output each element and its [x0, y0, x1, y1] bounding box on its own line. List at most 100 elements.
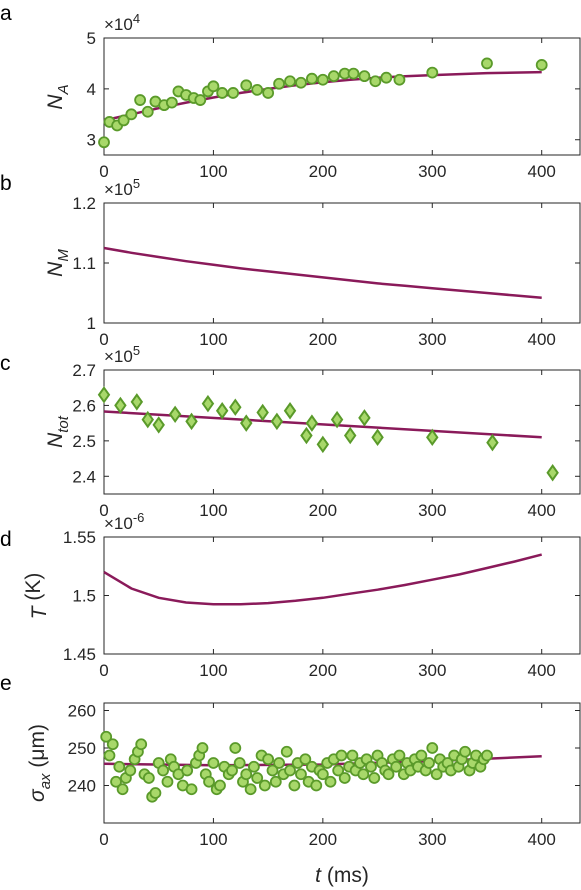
- x-tick-label: 0: [99, 830, 108, 849]
- data-point: [280, 745, 293, 758]
- x-tick-label: 100: [199, 661, 227, 680]
- data-point: [380, 71, 393, 84]
- data-point: [368, 772, 381, 784]
- model-curve: [103, 553, 543, 606]
- data-point: [358, 409, 371, 427]
- y-ticks: 240 250 260: [68, 702, 580, 796]
- x-tick-label: 100: [199, 330, 227, 349]
- plot-area: [103, 246, 542, 300]
- y-axis-label: Ntot: [44, 415, 72, 448]
- data-point: [215, 402, 229, 420]
- data-point: [142, 772, 155, 784]
- data-point: [324, 775, 337, 788]
- data-point: [481, 749, 493, 762]
- x-tick-label: 300: [418, 162, 446, 181]
- x-tick-label: 0: [99, 501, 108, 520]
- data-point: [426, 742, 439, 754]
- y-tick-label: 2.7: [72, 361, 96, 380]
- data-point: [546, 464, 559, 482]
- x-tick-label: 200: [309, 661, 337, 680]
- data-point: [181, 764, 194, 777]
- data-point: [393, 73, 406, 86]
- data-point: [125, 108, 138, 121]
- data-point: [415, 749, 428, 762]
- panel-letter: d: [0, 528, 12, 551]
- data-point: [266, 764, 279, 777]
- data-point: [273, 757, 285, 769]
- data-point: [240, 79, 253, 92]
- data-point: [226, 764, 238, 777]
- y-ticks: 3 4 5: [87, 29, 580, 150]
- data-point: [124, 764, 137, 777]
- panel-letter: b: [0, 172, 12, 195]
- data-point: [371, 428, 384, 447]
- x-tick-label: 400: [528, 162, 556, 181]
- data-point: [214, 779, 226, 792]
- axes-frame: [103, 37, 581, 156]
- data-point: [113, 760, 126, 773]
- exponent-label: ×105: [104, 176, 140, 199]
- data-point: [117, 114, 130, 127]
- x-tick-label: 0: [99, 330, 108, 349]
- x-tick-label: 300: [418, 501, 446, 520]
- data-point: [283, 402, 297, 420]
- data-point: [535, 59, 548, 71]
- data-point: [141, 410, 154, 429]
- data-point: [346, 749, 359, 762]
- data-point: [332, 764, 345, 777]
- data-point: [459, 745, 472, 758]
- data-point: [357, 768, 370, 781]
- data-point: [365, 760, 377, 773]
- data-point: [194, 94, 207, 106]
- data-point: [203, 775, 215, 788]
- x-tick-label: 400: [528, 330, 556, 349]
- plot-area: [97, 386, 559, 482]
- data-point: [251, 772, 264, 784]
- y-tick-label: 5: [87, 29, 96, 48]
- data-point: [116, 783, 129, 796]
- x-ticks: 0 100 200 300 400: [99, 38, 556, 181]
- data-point: [161, 775, 174, 788]
- panel-letter: a: [0, 2, 12, 25]
- data-point: [157, 764, 169, 777]
- data-point: [316, 73, 329, 86]
- data-point: [207, 80, 220, 93]
- data-point: [269, 775, 282, 788]
- data-point: [103, 749, 116, 762]
- y-tick-label: 1.5: [72, 587, 96, 606]
- exponent-label: ×10-6: [104, 510, 144, 533]
- plot-area: [100, 730, 542, 803]
- data-point: [98, 136, 110, 149]
- data-point: [288, 779, 301, 792]
- data-point: [335, 749, 348, 762]
- x-tick-label: 100: [199, 501, 227, 520]
- data-point: [426, 428, 439, 447]
- y-tick-label: 1.55: [63, 528, 96, 547]
- data-point: [201, 394, 215, 413]
- data-point: [106, 738, 119, 751]
- y-tick-label: 260: [68, 702, 96, 721]
- y-ticks: 1.45 1.5 1.55: [63, 528, 580, 664]
- data-point: [273, 77, 285, 90]
- data-point: [227, 87, 240, 99]
- data-point: [114, 396, 127, 415]
- x-tick-label: 100: [199, 162, 227, 181]
- panel-letter: c: [0, 352, 11, 375]
- panel-letter: e: [0, 672, 12, 695]
- panel-d: d 0 100 200 300 400 1.45 1.5 1.55 ×10-6 T (K): [0, 510, 581, 680]
- data-point: [270, 412, 284, 431]
- panel-e: e 0 100 200 300 400 240 250 260 σax (μm): [0, 672, 581, 849]
- data-point: [306, 72, 318, 85]
- axes-frame: [103, 369, 581, 495]
- x-tick-label: 200: [309, 330, 337, 349]
- data-point: [430, 768, 443, 781]
- data-point: [284, 764, 296, 777]
- data-point: [110, 775, 122, 788]
- model-curve: [103, 410, 542, 439]
- x-tick-label: 0: [99, 661, 108, 680]
- data-point: [256, 403, 269, 422]
- panel-c: c 0 100 200 300 400 2.4 2.5 2.6 2.7 ×105 Ntot: [0, 343, 581, 520]
- data-point: [233, 757, 246, 769]
- x-tick-label: 0: [99, 162, 108, 181]
